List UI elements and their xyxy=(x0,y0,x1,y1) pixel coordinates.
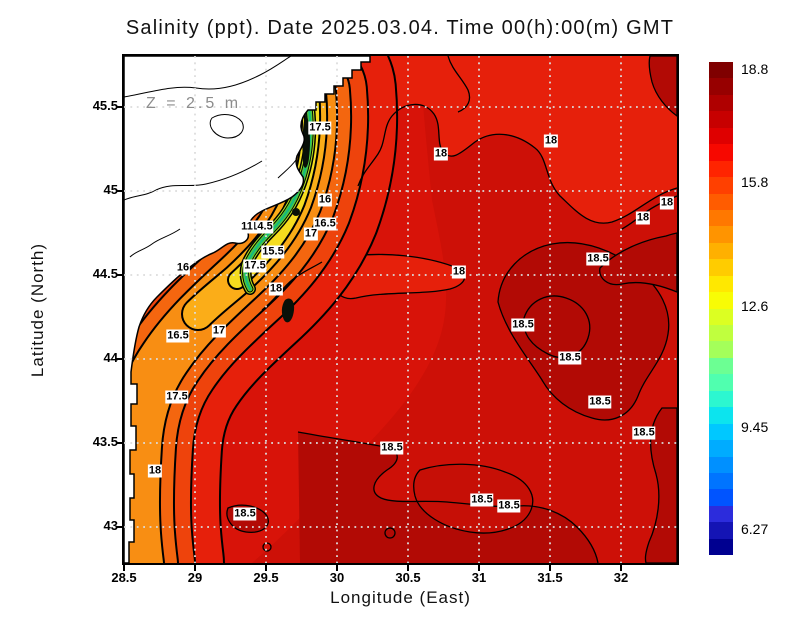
colorbar-step xyxy=(709,505,733,523)
contour-label: 18 xyxy=(635,211,651,225)
zone-18-top xyxy=(352,56,677,224)
contour-label: 16.5 xyxy=(166,329,190,343)
colorbar-step xyxy=(709,472,733,490)
high-salinity-patches xyxy=(226,56,677,563)
colorbar-step xyxy=(709,407,733,424)
contour-label: 18.5 xyxy=(586,252,610,266)
contour-label: 14.5 xyxy=(250,220,274,234)
x-tick-label: 29.5 xyxy=(253,570,279,585)
colorbar-step xyxy=(709,357,733,375)
x-tick-label: 30 xyxy=(329,570,345,585)
contour-label: 17.5 xyxy=(243,259,267,273)
x-tick-label: 29 xyxy=(187,570,203,585)
colorbar-step xyxy=(709,209,733,227)
y-axis-label: Latitude (North) xyxy=(28,242,47,378)
colorbar-step xyxy=(709,94,733,112)
colorbar-tick-label: 12.6 xyxy=(741,298,769,314)
colorbar-step xyxy=(709,226,733,243)
colorbar-step xyxy=(709,160,733,178)
colorbar-tick-label: 15.8 xyxy=(741,174,769,190)
colorbar-step xyxy=(709,292,733,309)
colorbar-step xyxy=(709,440,733,457)
colorbar-step xyxy=(709,423,733,441)
x-tick-label: 31 xyxy=(471,570,487,585)
colorbar-step xyxy=(709,325,733,342)
x-tick-label: 30.5 xyxy=(395,570,421,585)
contour-label: 18.5 xyxy=(511,318,535,332)
y-tick-label: 44.5 xyxy=(92,266,118,281)
colorbar-step xyxy=(709,111,733,128)
contour-label: 11 xyxy=(240,220,254,234)
colorbar-step xyxy=(709,78,733,95)
colorbar-tick-label: 6.27 xyxy=(741,521,769,537)
colorbar-step xyxy=(709,62,733,79)
river-mouth-marks xyxy=(281,112,310,323)
colorbar-step xyxy=(709,275,733,293)
contour-label: 16 xyxy=(175,261,191,275)
contour-label: 18.5 xyxy=(470,493,494,507)
contour-label: 18 xyxy=(147,464,163,478)
colorbar-step xyxy=(709,538,733,556)
contour-label: 17.5 xyxy=(308,121,332,135)
contour-label: 18 xyxy=(659,196,675,210)
x-tick-label: 32 xyxy=(613,570,629,585)
contour-label: 18.5 xyxy=(497,499,521,513)
colorbar-step xyxy=(709,456,733,473)
contour-label: 18.5 xyxy=(380,441,404,455)
contour-label: 18 xyxy=(543,134,559,148)
contour-label: 18.5 xyxy=(632,426,656,440)
contour-label: 18.5 xyxy=(588,395,612,409)
y-tick-label: 44 xyxy=(103,350,118,365)
land-detail-lines xyxy=(124,56,297,258)
x-axis-label: Longitude (East) xyxy=(330,588,471,607)
land xyxy=(124,56,371,563)
contour-label: 18.5 xyxy=(233,507,257,521)
colorbar-step xyxy=(709,127,733,145)
colorbar-step xyxy=(709,259,733,276)
colorbar-step xyxy=(709,341,733,358)
y-tick-label: 45 xyxy=(103,182,118,197)
colorbar-step xyxy=(709,193,733,210)
colorbar-tick-label: 9.45 xyxy=(741,419,769,435)
contour-label: 15.5 xyxy=(261,245,285,259)
colorbar-step xyxy=(709,374,733,391)
depth-annotation: Z = 2.5 m xyxy=(146,95,242,112)
map-area xyxy=(124,56,677,563)
y-tick-label: 43.5 xyxy=(92,434,118,449)
colorbar-step xyxy=(709,242,733,260)
colorbar-step xyxy=(709,144,733,161)
tick-marks xyxy=(116,106,622,571)
colorbar-step xyxy=(709,489,733,506)
contour-label: 18 xyxy=(433,147,449,161)
contour-label: 18 xyxy=(451,265,467,279)
colorbar-step xyxy=(709,177,733,194)
colorbar-step xyxy=(709,522,733,539)
y-tick-label: 45.5 xyxy=(92,98,118,113)
y-tick-label: 43 xyxy=(103,518,118,533)
plot-frame xyxy=(122,54,679,565)
contour-label: 18.5 xyxy=(558,351,582,365)
x-tick-label: 28.5 xyxy=(111,570,137,585)
colorbar-step xyxy=(709,308,733,325)
colorbar xyxy=(709,62,733,556)
x-tick-label: 31.5 xyxy=(537,570,563,585)
contour-label: 18 xyxy=(268,282,284,296)
figure-title: Salinity (ppt). Date 2025.03.04. Time 00… xyxy=(125,17,675,39)
contour-label: 17.5 xyxy=(165,390,189,404)
contour-label: 17 xyxy=(303,227,319,241)
colorbar-tick-label: 18.8 xyxy=(741,61,769,77)
colorbar-step xyxy=(709,390,733,408)
contour-label: 16.5 xyxy=(313,217,337,231)
contour-label: 17 xyxy=(211,324,227,338)
contour-label: 16 xyxy=(317,193,333,207)
